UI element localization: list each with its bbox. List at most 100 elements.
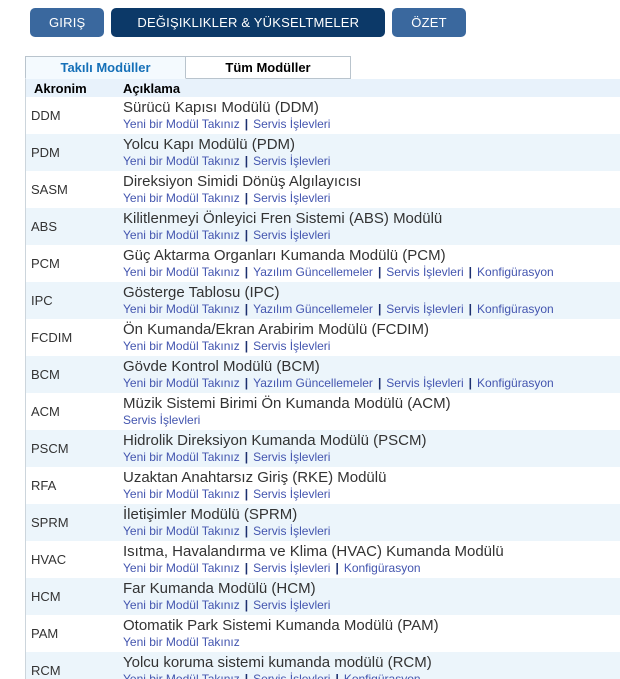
- table-row: DDM Sürücü Kapısı Modülü (DDM) Yeni bir Mo…: [26, 97, 620, 134]
- module-action-link[interactable]: Yeni bir Modül Takınız: [123, 598, 240, 612]
- module-action-link[interactable]: Servis İşlevleri: [253, 228, 331, 242]
- link-separator: |: [244, 265, 249, 279]
- module-acronym: PAM: [31, 626, 59, 641]
- table-row: PSCM Hidrolik Direksiyon Kumanda Modülü (…: [26, 430, 620, 467]
- top-toolbar: GIRIŞ DEĞIŞIKLIKLER & YÜKSELTMELER ÖZET: [0, 0, 620, 37]
- module-action-link[interactable]: Yeni bir Modül Takınız: [123, 450, 240, 464]
- module-action-link[interactable]: Servis İşlevleri: [253, 598, 331, 612]
- link-separator: |: [244, 339, 249, 353]
- module-action-link[interactable]: Yeni bir Modül Takınız: [123, 524, 240, 538]
- module-links: Yeni bir Modül Takınız | Yazılım Güncellem…: [123, 302, 620, 317]
- module-acronym: SPRM: [31, 515, 69, 530]
- link-separator: |: [244, 117, 249, 131]
- module-acronym: FCDIM: [31, 330, 73, 345]
- module-description-cell: Isıtma, Havalandırma ve Klima (HVAC) Kum…: [123, 541, 620, 578]
- module-action-link[interactable]: Servis İşlevleri: [253, 561, 331, 575]
- module-description-cell: Sürücü Kapısı Modülü (DDM) Yeni bir Modül…: [123, 97, 620, 134]
- table-row: PDM Yolcu Kapı Modülü (PDM) Yeni bir Modül…: [26, 134, 620, 171]
- module-action-link[interactable]: Servis İşlevleri: [253, 117, 331, 131]
- header-description: Açıklama: [123, 80, 181, 96]
- module-description: Gövde Kontrol Modülü (BCM): [123, 358, 320, 375]
- module-action-link[interactable]: Yeni bir Modül Takınız: [123, 487, 240, 501]
- table-row: IPC Gösterge Tablosu (IPC) Yeni bir Modül …: [26, 282, 620, 319]
- link-separator: |: [244, 228, 249, 242]
- module-links: Yeni bir Modül Takınız | Servis İşlevleri |…: [123, 672, 620, 679]
- module-action-link[interactable]: Konfigürasyon: [343, 672, 421, 679]
- module-description: Ön Kumanda/Ekran Arabirim Modülü (FCDIM): [123, 321, 429, 338]
- link-separator: |: [468, 265, 473, 279]
- module-action-link[interactable]: Yazılım Güncellemeler: [253, 265, 373, 279]
- module-links: Yeni bir Modül Takınız | Servis İşlevleri: [123, 450, 620, 465]
- module-action-link[interactable]: Servis İşlevleri: [386, 302, 464, 316]
- module-acronym: HCM: [31, 589, 61, 604]
- module-description-cell: Gösterge Tablosu (IPC) Yeni bir Modül Tak…: [123, 282, 620, 319]
- module-acronym: DDM: [31, 108, 61, 123]
- module-description: Güç Aktarma Organları Kumanda Modülü (PC…: [123, 247, 446, 264]
- module-action-link[interactable]: Konfigürasyon: [477, 265, 554, 279]
- module-action-link[interactable]: Yazılım Güncellemeler: [253, 302, 373, 316]
- module-action-link[interactable]: Yeni bir Modül Takınız: [123, 561, 240, 575]
- link-separator: |: [244, 191, 249, 205]
- module-action-link[interactable]: Konfigürasyon: [343, 561, 421, 575]
- module-description-cell: Yolcu koruma sistemi kumanda modülü (RCM…: [123, 652, 620, 679]
- module-action-link[interactable]: Servis İşlevleri: [386, 376, 464, 390]
- module-links: Yeni bir Modül Takınız | Yazılım Güncellem…: [123, 265, 620, 280]
- link-separator: |: [244, 302, 249, 316]
- module-links: Yeni bir Modül Takınız | Servis İşlevleri: [123, 117, 620, 132]
- module-description: Uzaktan Anahtarsız Giriş (RKE) Modülü: [123, 469, 387, 486]
- module-acronym: PSCM: [31, 441, 69, 456]
- module-action-link[interactable]: Yeni bir Modül Takınız: [123, 339, 240, 353]
- link-separator: |: [244, 450, 249, 464]
- module-action-link[interactable]: Servis İşlevleri: [386, 265, 464, 279]
- module-action-link[interactable]: Servis İşlevleri: [253, 154, 331, 168]
- module-action-link[interactable]: Konfigürasyon: [477, 302, 554, 316]
- module-description-cell: Yolcu Kapı Modülü (PDM) Yeni bir Modül Ta…: [123, 134, 620, 171]
- module-table-body: DDM Sürücü Kapısı Modülü (DDM) Yeni bir Mo…: [26, 97, 620, 679]
- module-action-link[interactable]: Yazılım Güncellemeler: [253, 376, 373, 390]
- table-row: ABS Kilitlenmeyi Önleyici Fren Sistemi (A…: [26, 208, 620, 245]
- module-links: Yeni bir Modül Takınız | Servis İşlevleri |…: [123, 561, 620, 576]
- module-description: Müzik Sistemi Birimi Ön Kumanda Modülü (…: [123, 395, 451, 412]
- giris-button[interactable]: GIRIŞ: [30, 8, 105, 37]
- table-row: HCM Far Kumanda Modülü (HCM) Yeni bir Modü…: [26, 578, 620, 615]
- module-links: Yeni bir Modül Takınız | Yazılım Güncellem…: [123, 376, 620, 391]
- module-action-link[interactable]: Konfigürasyon: [477, 376, 554, 390]
- module-action-link[interactable]: Servis İşlevleri: [123, 413, 201, 427]
- tab-all-modules[interactable]: Tüm Modüller: [186, 56, 351, 79]
- module-action-link[interactable]: Yeni bir Modül Takınız: [123, 228, 240, 242]
- module-action-link[interactable]: Yeni bir Modül Takınız: [123, 154, 240, 168]
- module-action-link[interactable]: Servis İşlevleri: [253, 487, 331, 501]
- link-separator: |: [244, 376, 249, 390]
- link-separator: |: [244, 524, 249, 538]
- module-action-link[interactable]: Servis İşlevleri: [253, 339, 331, 353]
- module-action-link[interactable]: Servis İşlevleri: [253, 524, 331, 538]
- changes-upgrades-button[interactable]: DEĞIŞIKLIKLER & YÜKSELTMELER: [111, 8, 386, 37]
- module-tabs: Takılı Modüller Tüm Modüller: [25, 56, 620, 79]
- module-acronym: SASM: [31, 182, 68, 197]
- module-links: Yeni bir Modül Takınız | Servis İşlevleri: [123, 339, 620, 354]
- table-row: PCM Güç Aktarma Organları Kumanda Modülü …: [26, 245, 620, 282]
- module-action-link[interactable]: Servis İşlevleri: [253, 191, 331, 205]
- module-acronym: PCM: [31, 256, 60, 271]
- module-action-link[interactable]: Yeni bir Modül Takınız: [123, 302, 240, 316]
- module-acronym: RCM: [31, 663, 61, 678]
- link-separator: |: [244, 154, 249, 168]
- module-action-link[interactable]: Yeni bir Modül Takınız: [123, 376, 240, 390]
- module-description-cell: İletişimler Modülü (SPRM) Yeni bir Modül …: [123, 504, 620, 541]
- module-action-link[interactable]: Yeni bir Modül Takınız: [123, 191, 240, 205]
- module-action-link[interactable]: Yeni bir Modül Takınız: [123, 265, 240, 279]
- module-action-link[interactable]: Yeni bir Modül Takınız: [123, 117, 240, 131]
- module-links: Yeni bir Modül Takınız: [123, 635, 620, 650]
- module-action-link[interactable]: Servis İşlevleri: [253, 450, 331, 464]
- module-action-link[interactable]: Yeni bir Modül Takınız: [123, 672, 240, 679]
- module-acronym: PDM: [31, 145, 60, 160]
- ozet-button[interactable]: ÖZET: [392, 8, 466, 37]
- module-description: Yolcu Kapı Modülü (PDM): [123, 136, 296, 153]
- tab-installed-modules[interactable]: Takılı Modüller: [25, 56, 186, 79]
- module-action-link[interactable]: Servis İşlevleri: [253, 672, 331, 679]
- link-separator: |: [244, 561, 249, 575]
- table-row: RCM Yolcu koruma sistemi kumanda modülü (…: [26, 652, 620, 679]
- module-action-link[interactable]: Yeni bir Modül Takınız: [123, 635, 240, 649]
- module-acronym: BCM: [31, 367, 60, 382]
- module-acronym: ACM: [31, 404, 60, 419]
